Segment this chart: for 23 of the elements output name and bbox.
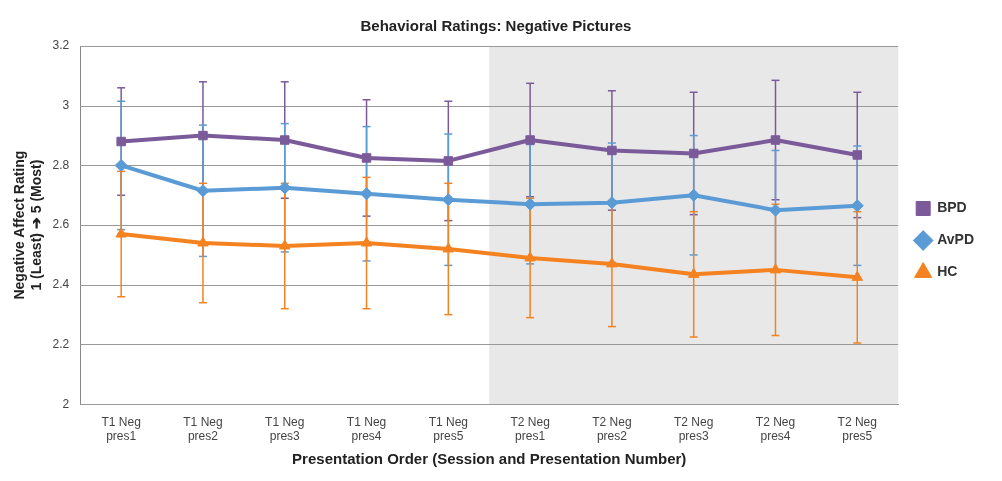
x-tick-label: T1 Neg pres2 bbox=[183, 414, 223, 444]
y-tick-label: 2.6 bbox=[52, 217, 70, 232]
x-tick-label: T2 Neg pres4 bbox=[755, 414, 796, 444]
x-tick-label: T1 Neg pres5 bbox=[428, 414, 469, 444]
legend-label: HC bbox=[937, 263, 958, 280]
x-tick-label: T2 Neg pres2 bbox=[592, 414, 632, 444]
x-tick-label: T2 Neg pres5 bbox=[837, 414, 877, 444]
legend-label: BPD bbox=[937, 199, 967, 216]
y-axis-title: Negative Affect Rating 1 (Least) ➔ 5 (Most) bbox=[11, 150, 45, 300]
x-tick-label: T1 Neg pres3 bbox=[265, 414, 305, 444]
x-tick-label: T2 Neg pres1 bbox=[510, 414, 550, 444]
x-axis-title: Presentation Order (Session and Presentation Number) bbox=[292, 450, 687, 468]
x-tick-label: T2 Neg pres3 bbox=[674, 414, 714, 444]
y-tick-label: 3 bbox=[62, 98, 70, 113]
x-tick-label: T1 Neg pres4 bbox=[346, 414, 387, 444]
chart-title: Behavioral Ratings: Negative Pictures bbox=[360, 17, 632, 35]
y-tick-label: 2.8 bbox=[52, 157, 70, 172]
y-tick-label: 2 bbox=[62, 396, 70, 411]
y-tick-label: 2.2 bbox=[52, 336, 70, 351]
legend-label: AvPD bbox=[937, 231, 974, 248]
x-tick-label: T1 Neg pres1 bbox=[101, 414, 141, 444]
y-tick-label: 3.2 bbox=[52, 38, 70, 53]
y-tick-label: 2.4 bbox=[52, 277, 70, 292]
